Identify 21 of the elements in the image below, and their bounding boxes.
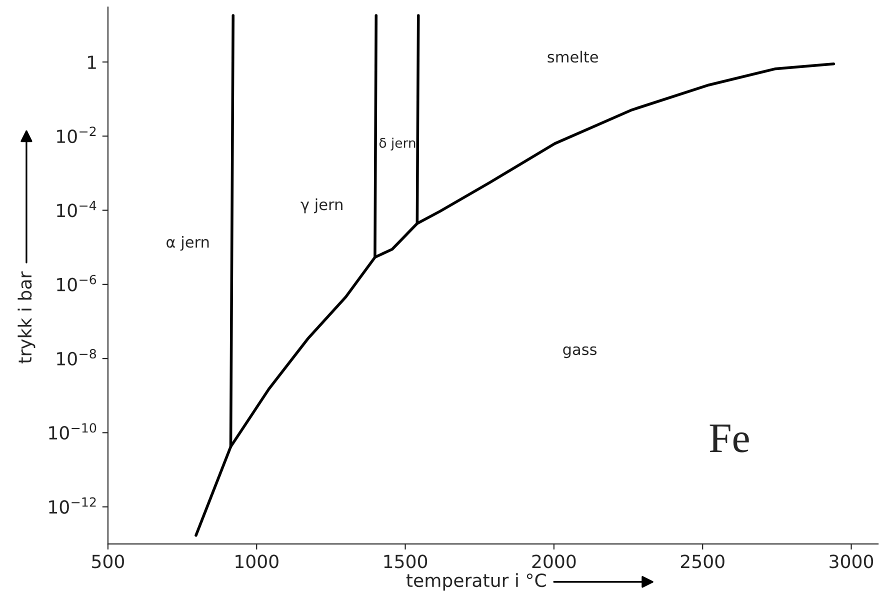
x-tick-label: 500 <box>92 554 124 568</box>
x-tick-label: 2000 <box>532 554 576 568</box>
y-tick-label: 10$^{−12}$ <box>49 497 96 514</box>
y-tick-label: 10$^{−4}$ <box>57 200 96 218</box>
y-tick-label: 10$^{−2}$ <box>57 126 96 144</box>
y-axis-title: trykk i bar <box>18 271 36 364</box>
y-tick-label: 10$^{−10}$ <box>49 423 96 440</box>
y-tick-label: 10$^{−6}$ <box>57 274 96 292</box>
annotation: Fe <box>710 424 749 452</box>
x-tick-label: 1000 <box>236 554 278 568</box>
x-tick-label: 3000 <box>830 554 874 568</box>
annotation: γ jern <box>300 198 342 214</box>
x-tick-label: 1500 <box>384 554 428 568</box>
annotation: δ jern <box>379 138 416 150</box>
annotation: smelte <box>548 50 598 63</box>
annotation: gass <box>563 346 597 358</box>
y-tick-label: 1 <box>88 56 96 69</box>
x-axis-title: temperatur i °C <box>406 573 546 591</box>
x-tick-label: 2500 <box>680 554 724 568</box>
y-tick-label: 10$^{−8}$ <box>57 348 96 366</box>
annotation: α jern <box>166 236 209 251</box>
